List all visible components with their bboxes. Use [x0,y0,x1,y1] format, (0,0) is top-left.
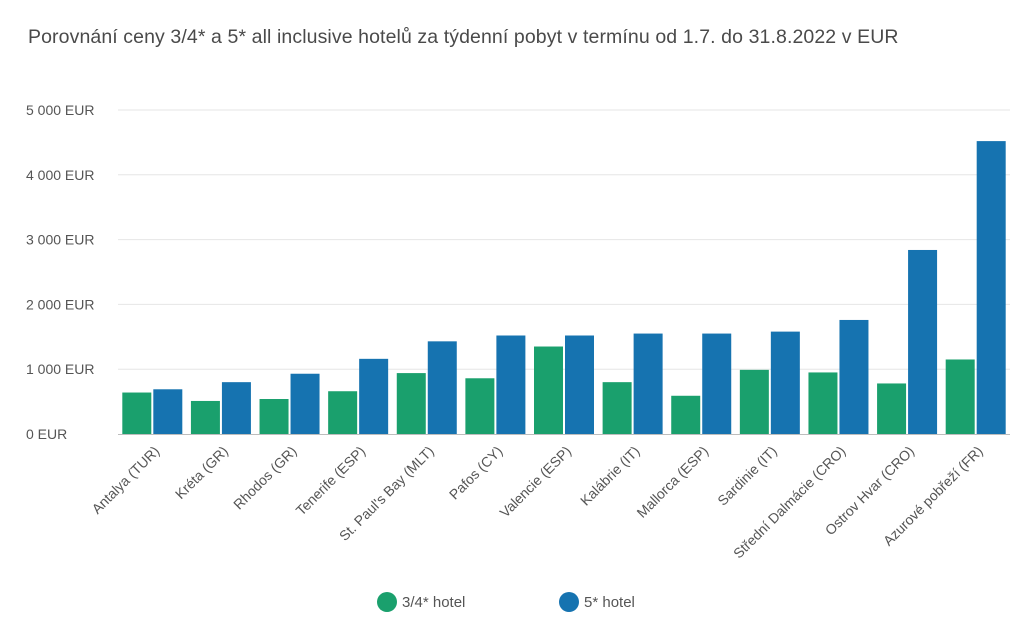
bar [633,333,663,434]
y-tick-label: 5 000 EUR [26,102,94,118]
bar [221,382,251,434]
y-tick-label: 2 000 EUR [26,296,94,312]
y-tick-label: 1 000 EUR [26,361,94,377]
bar [153,389,183,434]
bar [877,383,907,434]
x-category-label: Sardinie (IT) [714,443,780,509]
bars [122,141,1006,434]
legend-label: 3/4* hotel [402,594,465,611]
gridlines [118,109,1010,370]
bar [565,335,594,434]
bar [465,378,495,434]
y-tick-label: 3 000 EUR [26,232,94,248]
y-tick-label: 4 000 EUR [26,167,94,183]
y-tick-label: 0 EUR [26,426,67,442]
legend-swatch [377,592,397,612]
x-category-label: Rhodos (GR) [230,443,300,513]
bar [739,369,769,434]
bar [328,391,358,434]
y-axis-ticks: 0 EUR 1 000 EUR 2 000 EUR 3 000 EUR 4 000 EU… [26,102,94,442]
x-category-label: Mallorca (ESP) [633,443,711,521]
bar [671,395,701,434]
x-category-label: Antalya (TUR) [88,443,162,517]
chart-title: Porovnání ceny 3/4* a 5* all inclusive h… [28,26,899,48]
bar [602,382,632,434]
bar [359,358,389,434]
bar [290,373,320,434]
bar [396,373,426,434]
x-category-label: Střední Dalmácie (CRO) [730,443,849,562]
bar [122,392,152,434]
legend-swatch [559,592,579,612]
x-category-label: Tenerife (ESP) [293,443,369,519]
x-category-label: Valencie (ESP) [496,443,574,521]
x-category-label: Pafos (CY) [446,443,506,503]
legend-label: 5* hotel [584,594,635,611]
bar [908,249,938,434]
bar [427,341,457,434]
x-axis-categories: Antalya (TUR) Kréta (GR)Rhodos (GR)Teneri… [88,443,985,562]
bar [259,399,289,434]
bar [496,335,526,434]
bar [190,400,220,434]
legend: 3/4* hotel 5* hotel [377,592,635,612]
bar [976,141,1006,434]
bar [808,372,838,434]
bar [945,359,975,434]
x-category-label: Kréta (GR) [172,443,231,502]
bar [534,346,563,434]
bar [770,331,800,434]
bar [839,319,869,434]
bar [702,333,732,434]
x-category-label: Kalábrie (IT) [577,443,643,509]
